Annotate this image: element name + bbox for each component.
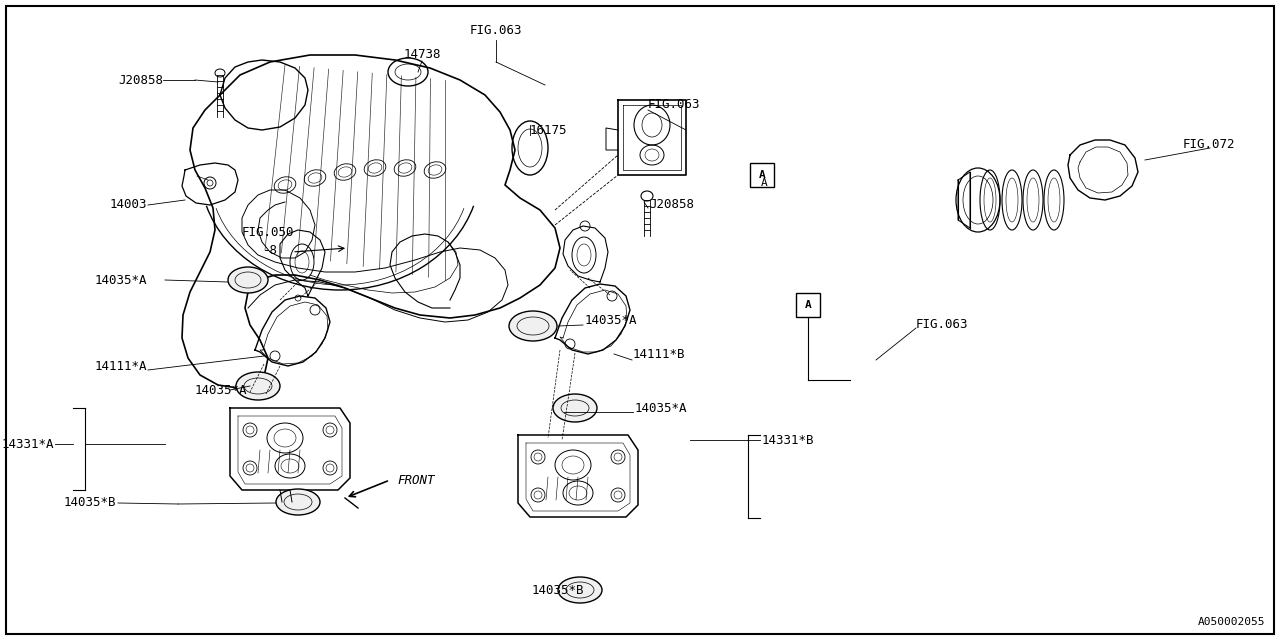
Text: 14035*A: 14035*A <box>195 383 247 397</box>
Text: 14035*A: 14035*A <box>95 273 147 287</box>
Ellipse shape <box>236 372 280 400</box>
Text: 16175: 16175 <box>530 124 567 136</box>
Text: J20858: J20858 <box>649 198 694 211</box>
Text: 14003: 14003 <box>110 198 147 211</box>
Text: 14331*B: 14331*B <box>762 433 814 447</box>
Text: A: A <box>759 170 765 180</box>
Text: FIG.063: FIG.063 <box>470 24 522 36</box>
Ellipse shape <box>553 394 596 422</box>
Text: A: A <box>760 178 768 188</box>
Text: 14738: 14738 <box>403 49 440 61</box>
Ellipse shape <box>509 311 557 341</box>
Bar <box>796 293 820 317</box>
Text: A: A <box>805 300 812 310</box>
Text: 14035*A: 14035*A <box>635 401 687 415</box>
Text: A050002055: A050002055 <box>1198 617 1265 627</box>
Text: 14035*B: 14035*B <box>64 497 116 509</box>
Text: 14331*A: 14331*A <box>1 438 54 451</box>
Text: FIG.063: FIG.063 <box>648 99 700 111</box>
Ellipse shape <box>228 267 268 293</box>
Ellipse shape <box>558 577 602 603</box>
Text: FIG.072: FIG.072 <box>1183 138 1235 152</box>
Text: -8: -8 <box>262 244 278 257</box>
Bar <box>750 163 774 187</box>
Text: J20858: J20858 <box>118 74 163 86</box>
Ellipse shape <box>276 489 320 515</box>
Text: FIG.050: FIG.050 <box>242 225 294 239</box>
Text: FIG.063: FIG.063 <box>916 319 969 332</box>
Text: FRONT: FRONT <box>397 474 434 486</box>
Text: 14035*A: 14035*A <box>585 314 637 326</box>
Text: 14035*B: 14035*B <box>531 584 584 596</box>
Text: 14111*B: 14111*B <box>634 349 686 362</box>
Text: 14111*A: 14111*A <box>95 360 147 372</box>
